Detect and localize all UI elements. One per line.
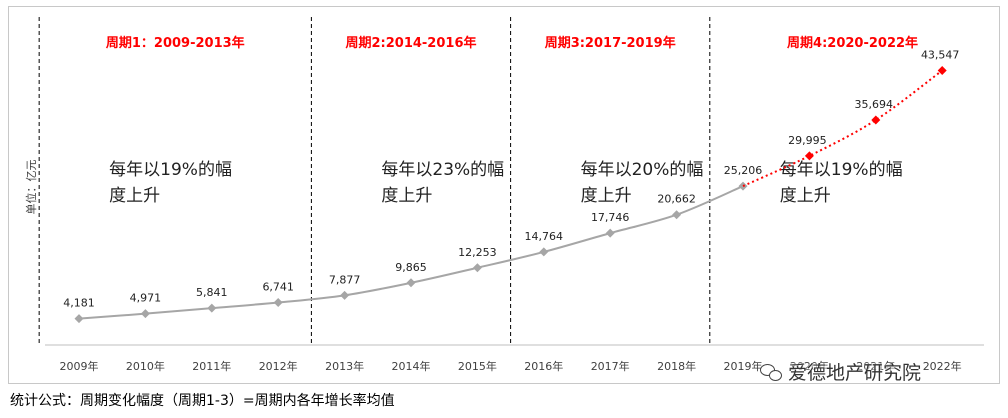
x-tick-label: 2015年 xyxy=(458,359,497,373)
period-note-3-cont: 度上升 xyxy=(581,186,632,206)
data-label: 29,995 xyxy=(788,134,827,147)
x-tick-label: 2010年 xyxy=(126,359,165,373)
data-point xyxy=(74,314,84,324)
data-label: 7,877 xyxy=(329,273,361,286)
watermark-text: 爱德地产研究院 xyxy=(788,362,922,384)
data-point xyxy=(539,247,549,257)
data-label: 14,764 xyxy=(525,230,564,243)
x-tick-label: 2013年 xyxy=(325,359,364,373)
x-tick-label: 2021年 xyxy=(856,359,895,373)
data-point xyxy=(937,65,947,75)
data-label: 4,181 xyxy=(63,297,95,310)
data-label: 25,206 xyxy=(724,164,763,177)
x-tick-label: 2014年 xyxy=(392,359,431,373)
data-label: 20,662 xyxy=(657,193,696,206)
period-title-2: 周期2:2014-2016年 xyxy=(345,35,476,51)
x-tick-label: 2019年 xyxy=(724,359,763,373)
period-note-3: 每年以20%的幅 xyxy=(581,160,704,180)
data-label: 4,971 xyxy=(130,292,162,305)
data-label: 6,741 xyxy=(262,281,294,294)
period-note-2-cont: 度上升 xyxy=(381,186,432,206)
chart-frame: 2009年 2010年 2011年 2012年 2013年 2014年 2015年 2016年… xyxy=(8,6,1000,384)
x-tick-label: 2012年 xyxy=(259,359,298,373)
data-label: 5,841 xyxy=(196,286,228,299)
data-point xyxy=(605,228,615,238)
data-point xyxy=(340,290,350,300)
data-label: 9,865 xyxy=(395,261,427,274)
period-note-2: 每年以23%的幅 xyxy=(381,160,504,180)
data-point xyxy=(406,278,416,288)
data-point xyxy=(871,115,881,125)
x-tick-label: 2018年 xyxy=(657,359,696,373)
data-point xyxy=(804,151,814,161)
x-tick-label: 2017年 xyxy=(591,359,630,373)
period-note-1: 每年以19%的幅 xyxy=(109,160,232,180)
data-label: 43,547 xyxy=(921,48,960,61)
period-title-3: 周期3:2017-2019年 xyxy=(545,35,676,51)
period-note-4-cont: 度上升 xyxy=(780,186,831,206)
data-point xyxy=(672,210,682,220)
y-axis-label: 单位：亿元 xyxy=(24,160,38,215)
watermark: 爱德地产研究院 xyxy=(760,358,921,385)
data-point xyxy=(472,263,482,273)
data-label: 17,746 xyxy=(591,211,630,224)
data-point xyxy=(273,298,283,308)
data-label: 35,694 xyxy=(855,98,894,111)
x-tick-label: 2016年 xyxy=(524,359,563,373)
x-tick-label: 2020年 xyxy=(790,359,829,373)
formula-note: 统计公式：周期变化幅度（周期1-3）=周期内各年增长率均值 xyxy=(10,393,395,409)
x-tick-label: 2022年 xyxy=(923,359,962,373)
period-title-4: 周期4:2020-2022年 xyxy=(787,35,918,51)
period-note-4: 每年以19%的幅 xyxy=(780,160,903,180)
period-note-1-cont: 度上升 xyxy=(109,186,160,206)
wechat-icon xyxy=(760,363,782,381)
data-label: 12,253 xyxy=(458,246,497,259)
x-tick-label: 2009年 xyxy=(60,359,99,373)
data-point xyxy=(140,309,150,319)
x-tick-label: 2011年 xyxy=(192,359,231,373)
period-title-1: 周期1：2009-2013年 xyxy=(106,35,245,51)
data-point xyxy=(207,303,217,313)
line-chart: 2009年 2010年 2011年 2012年 2013年 2014年 2015年 2016年… xyxy=(24,17,984,373)
